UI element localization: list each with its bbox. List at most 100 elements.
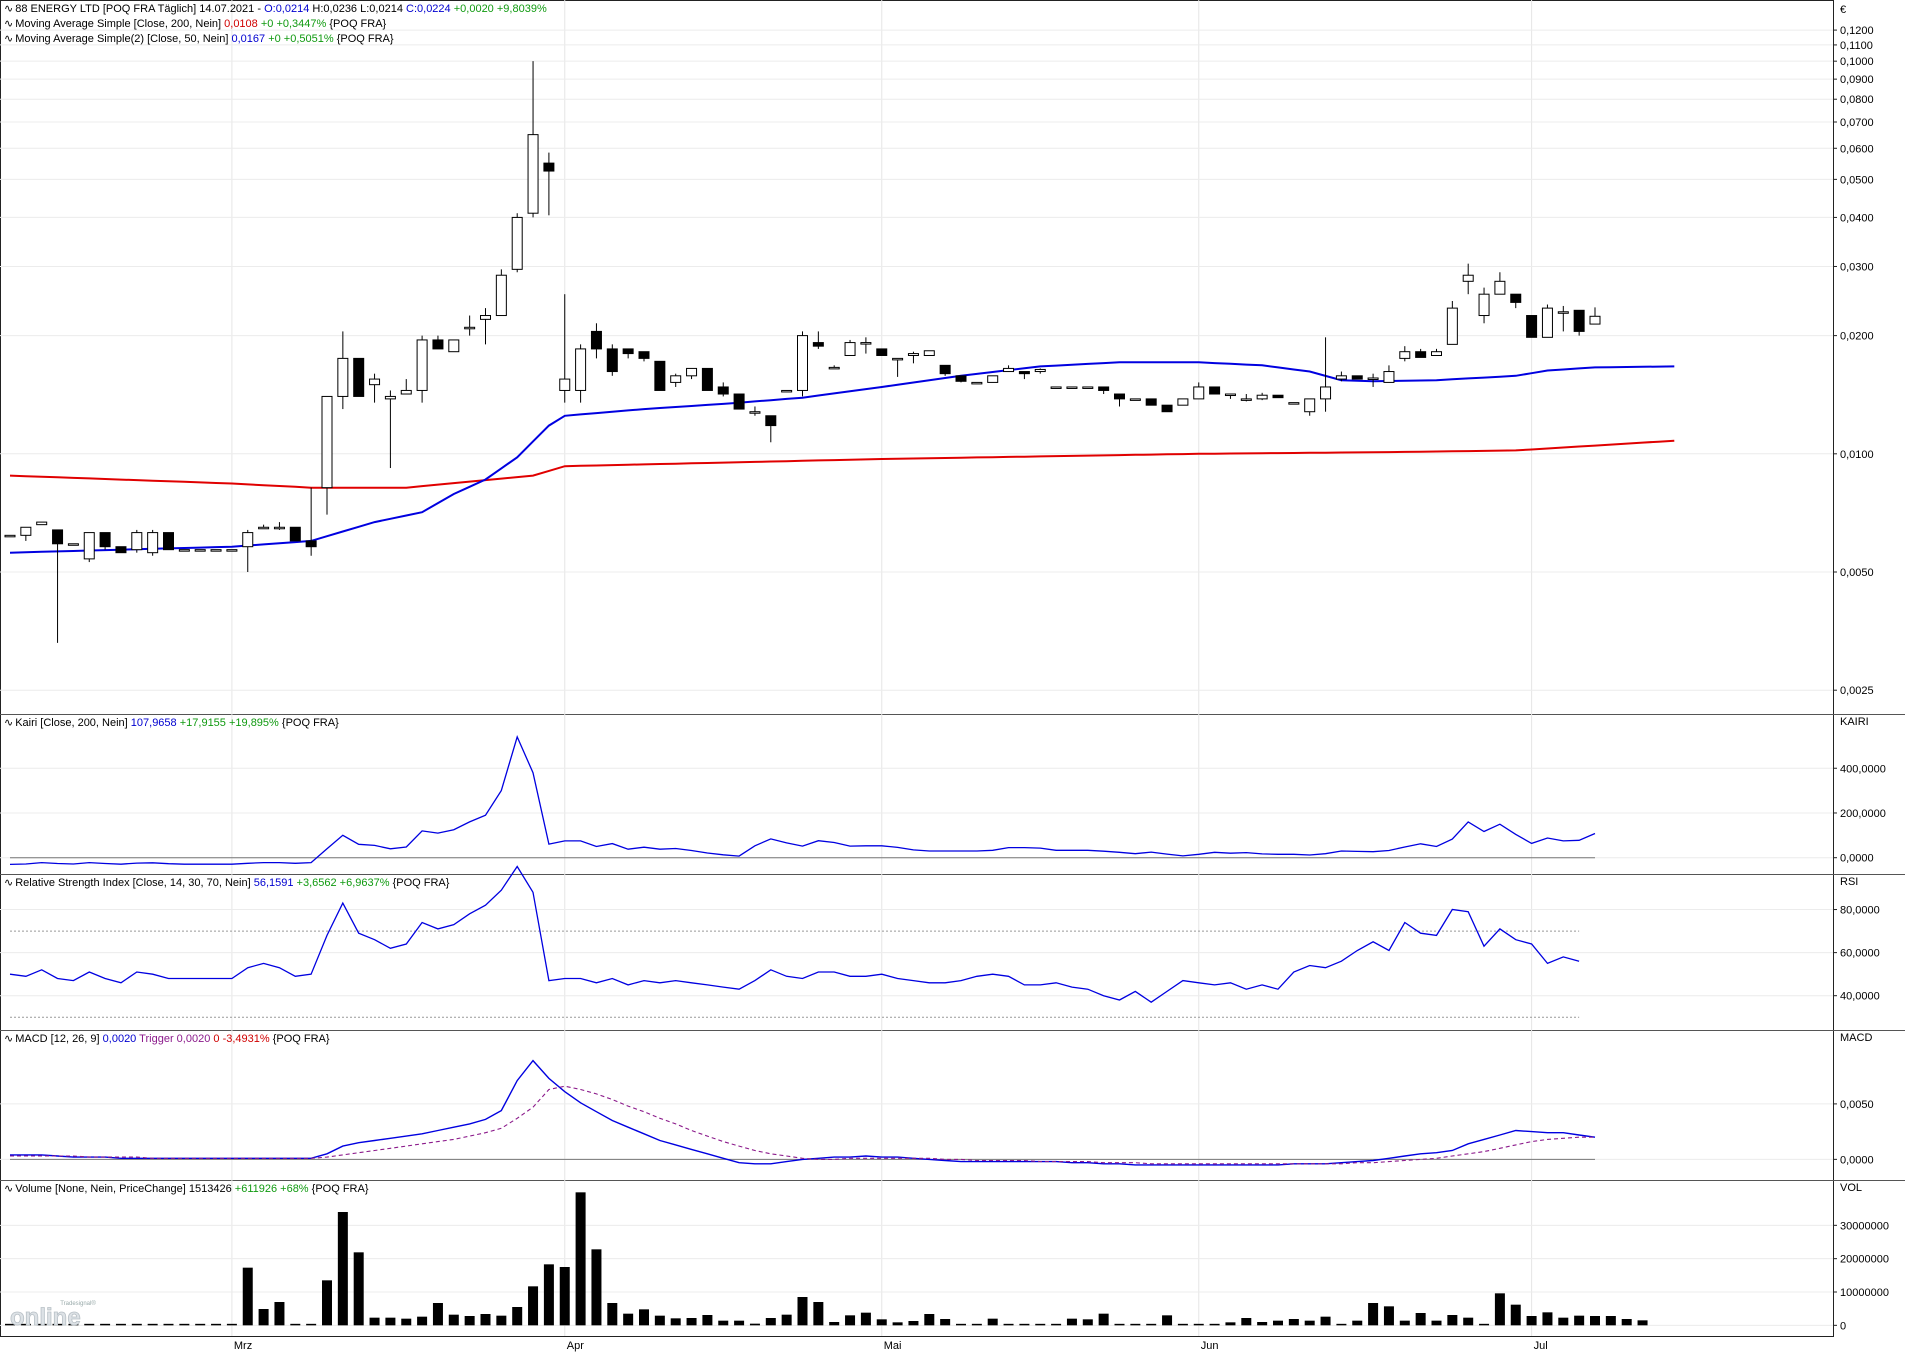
volume-bar [20, 1323, 31, 1326]
candle-body [1399, 351, 1411, 359]
volume-bar [1066, 1318, 1077, 1326]
volume-bar [100, 1323, 111, 1326]
volume-bar [670, 1318, 681, 1326]
ma200-line [9, 439, 1675, 489]
candle-body [892, 357, 904, 361]
volume-bar [306, 1323, 317, 1326]
kairi-line [9, 735, 1596, 866]
macd-legend[interactable]: ∿ MACD [12, 26, 9] 0,0020 Trigger 0,0020 … [4, 1033, 330, 1045]
volume-bar [1383, 1306, 1394, 1326]
candle-body [1082, 386, 1094, 389]
rsi-value: 56,1591 [253, 877, 294, 889]
price-axis-label: 0,0050 [1840, 567, 1874, 579]
price-axis-label: 0,0800 [1840, 94, 1874, 106]
volume-bar [813, 1302, 824, 1326]
candle-body [20, 526, 32, 536]
volume-bar [749, 1323, 760, 1326]
volume-bar [1177, 1323, 1188, 1326]
currency-label: € [1840, 4, 1847, 16]
ma200-legend[interactable]: ∿ Moving Average Simple [Close, 200, Nein… [4, 18, 387, 30]
macd-trigger-label: Trigger [139, 1033, 174, 1045]
volume-bar [163, 1323, 174, 1326]
quote-low: L:0,0214 [360, 3, 403, 15]
candle-body [511, 216, 523, 270]
candle-body [701, 367, 713, 391]
volume-bar [353, 1252, 364, 1326]
candle-body [384, 395, 396, 400]
candle-body [1589, 315, 1601, 325]
volume-bar [1288, 1319, 1299, 1326]
volume-bar [971, 1323, 982, 1326]
volume-change: +611926 +68% [234, 1183, 309, 1195]
candle-body [971, 381, 983, 385]
volume-axis-label: 30000000 [1840, 1220, 1889, 1232]
volume-bar [623, 1313, 634, 1326]
candle-body [828, 366, 840, 370]
candle-body [1066, 386, 1078, 389]
candle-body [955, 375, 967, 382]
volume-legend[interactable]: ∿ Volume [None, Nein, PriceChange] 151342… [4, 1183, 369, 1195]
candle-body [464, 326, 476, 330]
candle-body [1129, 398, 1141, 401]
rsi-legend[interactable]: ∿ Relative Strength Index [Close, 14, 30,… [4, 877, 450, 889]
volume-bar [512, 1307, 523, 1326]
volume-bar [417, 1316, 428, 1326]
volume-bar [464, 1316, 475, 1326]
volume-bar [559, 1267, 570, 1326]
candle-body [495, 274, 507, 317]
candle-body [131, 532, 143, 551]
volume-bar [432, 1303, 443, 1326]
ma50-source: {POQ FRA} [336, 33, 394, 45]
volume-bar [956, 1323, 966, 1326]
month-label: Mai [884, 1340, 902, 1352]
ma50-legend[interactable]: ∿ Moving Average Simple(2) [Close, 50, Ne… [4, 33, 394, 45]
volume-bar [860, 1312, 871, 1326]
candle-body [575, 348, 587, 391]
kairi-legend[interactable]: ∿ Kairi [Close, 200, Nein] 107,9658 +17,9… [4, 717, 339, 729]
candle-body [1193, 386, 1205, 400]
candle-body [1573, 309, 1585, 332]
volume-bar [1415, 1313, 1426, 1326]
kairi-axis-label: 200,0000 [1840, 808, 1886, 820]
candle-body [1018, 371, 1030, 375]
volume-bar [1273, 1320, 1283, 1326]
candle-body [1209, 386, 1221, 395]
volume-bar [702, 1315, 713, 1326]
price-axis-label: 0,1000 [1840, 56, 1874, 68]
candle-body [178, 549, 190, 552]
candle-body [876, 348, 888, 356]
candle-body [606, 348, 618, 373]
candle-body [590, 330, 602, 350]
kairi-axis-title: KAIRI [1840, 716, 1869, 728]
price-panel-title: ∿ 88 ENERGY LTD [POQ FRA Täglich] 14.07.2… [4, 3, 547, 15]
volume-bar [1193, 1323, 1204, 1326]
volume-source: {POQ FRA} [311, 1183, 369, 1195]
volume-bar [575, 1192, 586, 1326]
volume-bar [5, 1323, 15, 1326]
volume-bar [1003, 1323, 1014, 1326]
macd-label: MACD [12, 26, 9] [15, 1033, 100, 1045]
candle-body [1240, 398, 1252, 401]
rsi-axis-label: 40,0000 [1840, 991, 1880, 1003]
volume-bar [1558, 1317, 1569, 1326]
volume-bar [892, 1322, 903, 1326]
candle-body [194, 549, 206, 552]
candle-body [258, 526, 270, 530]
price-axis-label: 0,0100 [1840, 449, 1874, 461]
volume-bar [924, 1314, 935, 1326]
price-axis-label: 0,0900 [1840, 74, 1874, 86]
tradesignal-logo: Tradesignal® online [8, 1297, 108, 1331]
candle-body [1557, 311, 1569, 314]
volume-bar [1304, 1320, 1315, 1326]
volume-label: Volume [None, Nein, PriceChange] [15, 1183, 186, 1195]
candle-body [289, 526, 301, 542]
volume-bar [1637, 1320, 1648, 1326]
chart-frame [0, 0, 1834, 1337]
macd-trigger-value: 0,0020 [176, 1033, 211, 1045]
candle-body [907, 353, 919, 356]
ma200-source: {POQ FRA} [329, 18, 387, 30]
price-axis-label: 0,0025 [1840, 685, 1874, 697]
quote-high: H:0,0236 [312, 3, 358, 15]
volume-bar [1447, 1315, 1458, 1326]
